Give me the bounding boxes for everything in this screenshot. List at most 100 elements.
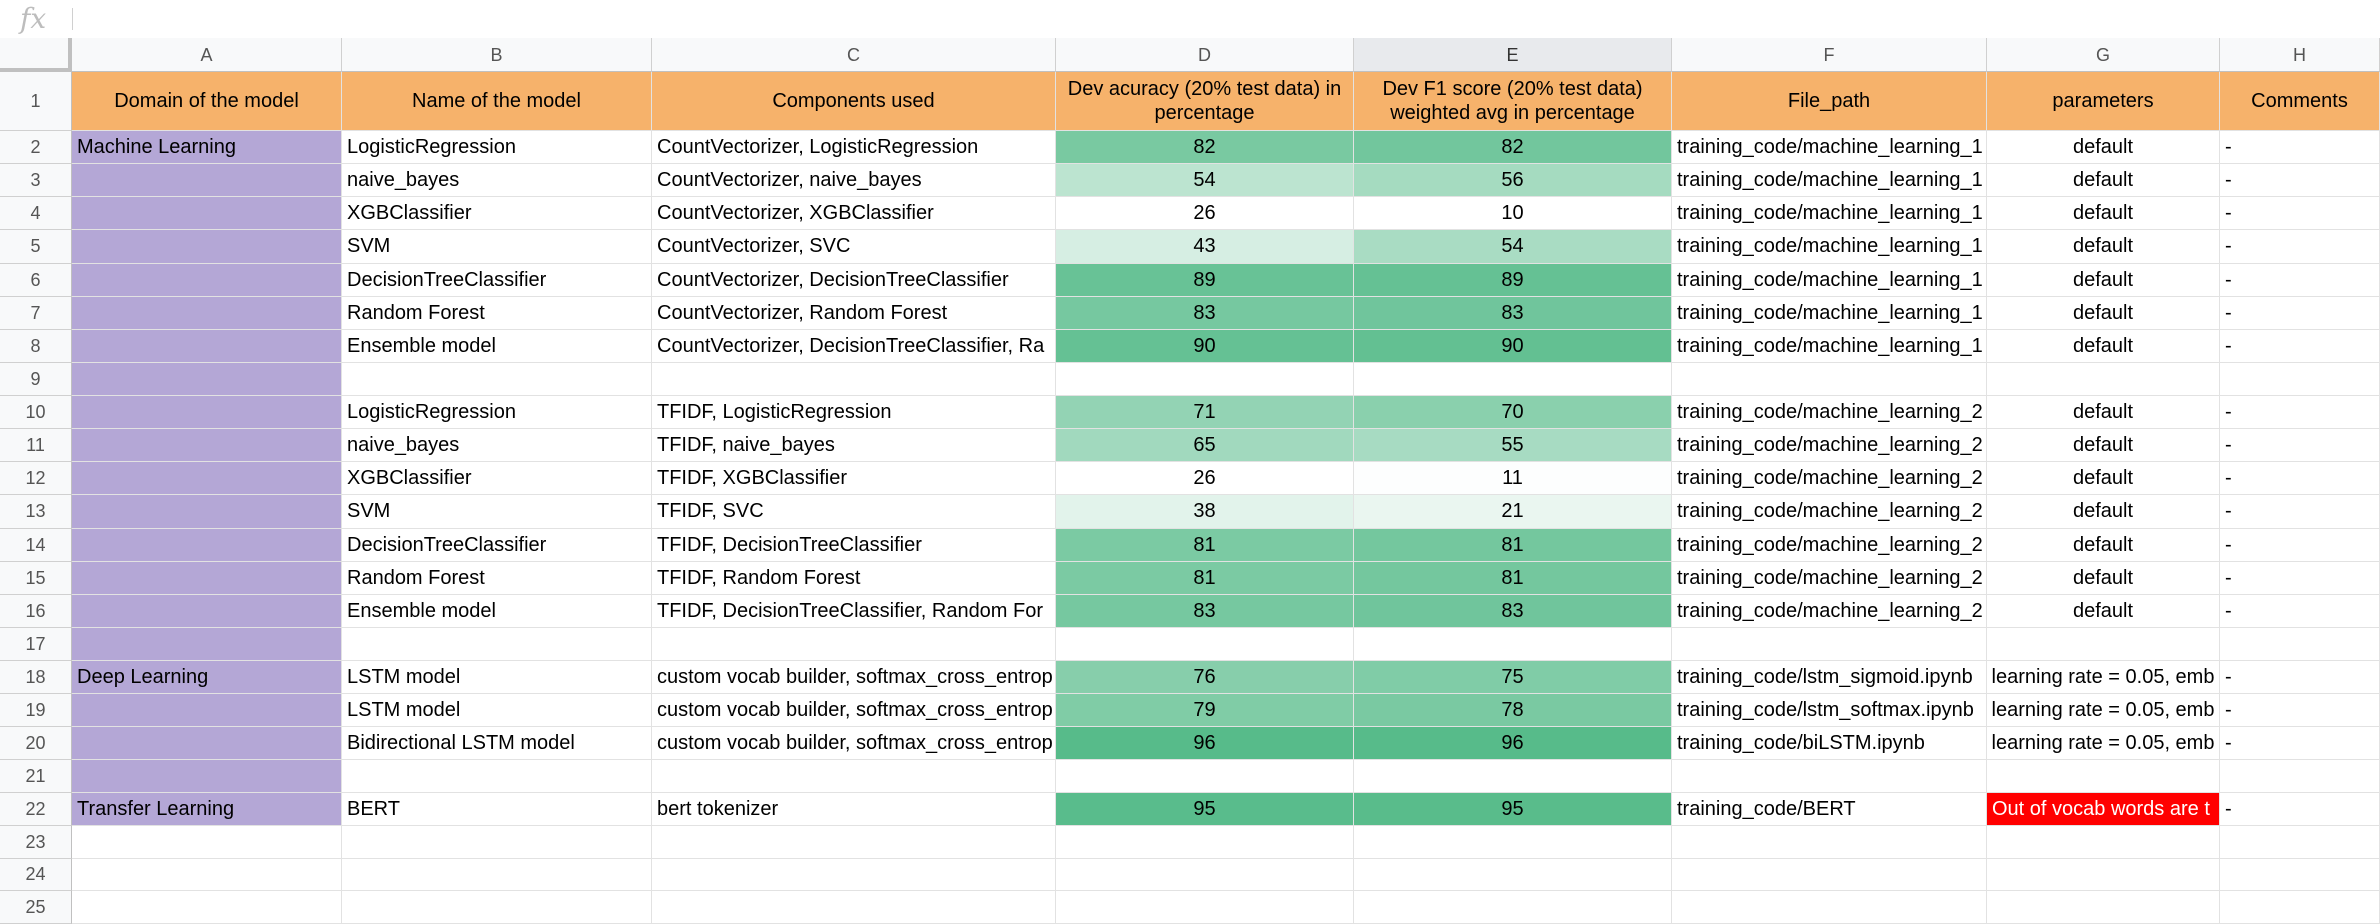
cell-dev-accuracy-row-4[interactable]: 26 <box>1056 197 1354 230</box>
cell-file-path-row-10[interactable]: training_code/machine_learning_2 <box>1672 396 1987 429</box>
cell-model-name-row-3[interactable]: naive_bayes <box>342 164 652 197</box>
cell-comments-row-10[interactable]: - <box>2220 396 2380 429</box>
cell-comments-row-2[interactable]: - <box>2220 131 2380 164</box>
cell-model-name-row-25[interactable] <box>342 891 652 924</box>
cell-domain-row-2[interactable]: Machine Learning <box>72 131 342 164</box>
cell-parameters-row-4[interactable]: default <box>1987 197 2220 230</box>
cell-dev-accuracy-row-12[interactable]: 26 <box>1056 462 1354 495</box>
cell-dev-f1-row-14[interactable]: 81 <box>1354 529 1672 562</box>
cell-domain-row-5[interactable] <box>72 230 342 264</box>
cell-domain-row-9[interactable] <box>72 363 342 396</box>
cell-comments-row-11[interactable]: - <box>2220 429 2380 462</box>
cell-domain-row-17[interactable] <box>72 628 342 661</box>
cell-comments-row-4[interactable]: - <box>2220 197 2380 230</box>
cell-model-name-row-20[interactable]: Bidirectional LSTM model <box>342 727 652 760</box>
header-cell-dev-accuracy[interactable]: Dev acuracy (20% test data) in percentag… <box>1056 72 1354 131</box>
cell-dev-f1-row-8[interactable]: 90 <box>1354 330 1672 363</box>
cell-parameters-row-14[interactable]: default <box>1987 529 2220 562</box>
cell-domain-row-15[interactable] <box>72 562 342 595</box>
cell-dev-f1-row-20[interactable]: 96 <box>1354 727 1672 760</box>
cell-file-path-row-7[interactable]: training_code/machine_learning_1 <box>1672 297 1987 330</box>
cell-model-name-row-13[interactable]: SVM <box>342 495 652 529</box>
cell-domain-row-16[interactable] <box>72 595 342 628</box>
cell-comments-row-9[interactable] <box>2220 363 2380 396</box>
cell-domain-row-3[interactable] <box>72 164 342 197</box>
cell-parameters-row-2[interactable]: default <box>1987 131 2220 164</box>
cell-parameters-row-12[interactable]: default <box>1987 462 2220 495</box>
cell-dev-accuracy-row-18[interactable]: 76 <box>1056 661 1354 694</box>
cell-components-row-2[interactable]: CountVectorizer, LogisticRegression <box>652 131 1056 164</box>
cell-domain-row-13[interactable] <box>72 495 342 529</box>
row-header-4[interactable]: 4 <box>0 197 72 230</box>
cell-model-name-row-19[interactable]: LSTM model <box>342 694 652 727</box>
cell-domain-row-6[interactable] <box>72 264 342 297</box>
cell-dev-f1-row-17[interactable] <box>1354 628 1672 661</box>
cell-file-path-row-18[interactable]: training_code/lstm_sigmoid.ipynb <box>1672 661 1987 694</box>
cell-domain-row-8[interactable] <box>72 330 342 363</box>
cell-parameters-row-20[interactable]: learning rate = 0.05, emb <box>1987 727 2220 760</box>
row-header-7[interactable]: 7 <box>0 297 72 330</box>
cell-components-row-4[interactable]: CountVectorizer, XGBClassifier <box>652 197 1056 230</box>
cell-domain-row-12[interactable] <box>72 462 342 495</box>
cell-domain-row-22[interactable]: Transfer Learning <box>72 793 342 826</box>
cell-parameters-row-22[interactable]: Out of vocab words are t <box>1987 793 2220 826</box>
cell-domain-row-4[interactable] <box>72 197 342 230</box>
cell-dev-accuracy-row-23[interactable] <box>1056 826 1354 859</box>
cell-domain-row-20[interactable] <box>72 727 342 760</box>
cell-dev-accuracy-row-22[interactable]: 95 <box>1056 793 1354 826</box>
cell-dev-f1-row-5[interactable]: 54 <box>1354 230 1672 264</box>
cell-dev-accuracy-row-10[interactable]: 71 <box>1056 396 1354 429</box>
cell-dev-f1-row-16[interactable]: 83 <box>1354 595 1672 628</box>
cell-domain-row-7[interactable] <box>72 297 342 330</box>
column-header-d[interactable]: D <box>1056 38 1354 72</box>
cell-file-path-row-12[interactable]: training_code/machine_learning_2 <box>1672 462 1987 495</box>
cell-parameters-row-8[interactable]: default <box>1987 330 2220 363</box>
cell-dev-accuracy-row-21[interactable] <box>1056 760 1354 793</box>
cell-file-path-row-6[interactable]: training_code/machine_learning_1 <box>1672 264 1987 297</box>
cell-components-row-8[interactable]: CountVectorizer, DecisionTreeClassifier,… <box>652 330 1056 363</box>
column-header-b[interactable]: B <box>342 38 652 72</box>
cell-domain-row-11[interactable] <box>72 429 342 462</box>
cell-model-name-row-17[interactable] <box>342 628 652 661</box>
cell-dev-f1-row-24[interactable] <box>1354 859 1672 891</box>
cell-comments-row-6[interactable]: - <box>2220 264 2380 297</box>
cell-file-path-row-24[interactable] <box>1672 859 1987 891</box>
column-header-f[interactable]: F <box>1672 38 1987 72</box>
cell-components-row-22[interactable]: bert tokenizer <box>652 793 1056 826</box>
header-cell-comments[interactable]: Comments <box>2220 72 2380 131</box>
cell-parameters-row-15[interactable]: default <box>1987 562 2220 595</box>
column-header-g[interactable]: G <box>1987 38 2220 72</box>
cell-model-name-row-8[interactable]: Ensemble model <box>342 330 652 363</box>
cell-dev-accuracy-row-6[interactable]: 89 <box>1056 264 1354 297</box>
cell-dev-accuracy-row-8[interactable]: 90 <box>1056 330 1354 363</box>
cell-model-name-row-9[interactable] <box>342 363 652 396</box>
row-header-12[interactable]: 12 <box>0 462 72 495</box>
cell-domain-row-14[interactable] <box>72 529 342 562</box>
cell-model-name-row-11[interactable]: naive_bayes <box>342 429 652 462</box>
cell-dev-f1-row-21[interactable] <box>1354 760 1672 793</box>
cell-dev-f1-row-18[interactable]: 75 <box>1354 661 1672 694</box>
row-header-22[interactable]: 22 <box>0 793 72 826</box>
cell-dev-f1-row-25[interactable] <box>1354 891 1672 924</box>
cell-file-path-row-21[interactable] <box>1672 760 1987 793</box>
row-header-3[interactable]: 3 <box>0 164 72 197</box>
cell-comments-row-25[interactable] <box>2220 891 2380 924</box>
cell-comments-row-22[interactable]: - <box>2220 793 2380 826</box>
cell-components-row-19[interactable]: custom vocab builder, softmax_cross_entr… <box>652 694 1056 727</box>
cell-dev-f1-row-9[interactable] <box>1354 363 1672 396</box>
cell-parameters-row-21[interactable] <box>1987 760 2220 793</box>
row-header-13[interactable]: 13 <box>0 495 72 529</box>
cell-parameters-row-11[interactable]: default <box>1987 429 2220 462</box>
cell-model-name-row-21[interactable] <box>342 760 652 793</box>
cell-components-row-12[interactable]: TFIDF, XGBClassifier <box>652 462 1056 495</box>
cell-comments-row-24[interactable] <box>2220 859 2380 891</box>
column-header-e[interactable]: E <box>1354 38 1672 72</box>
row-header-5[interactable]: 5 <box>0 230 72 264</box>
row-header-25[interactable]: 25 <box>0 891 72 924</box>
column-header-c[interactable]: C <box>652 38 1056 72</box>
cell-file-path-row-4[interactable]: training_code/machine_learning_1 <box>1672 197 1987 230</box>
cell-model-name-row-10[interactable]: LogisticRegression <box>342 396 652 429</box>
cell-components-row-23[interactable] <box>652 826 1056 859</box>
cell-file-path-row-16[interactable]: training_code/machine_learning_2 <box>1672 595 1987 628</box>
cell-dev-f1-row-11[interactable]: 55 <box>1354 429 1672 462</box>
